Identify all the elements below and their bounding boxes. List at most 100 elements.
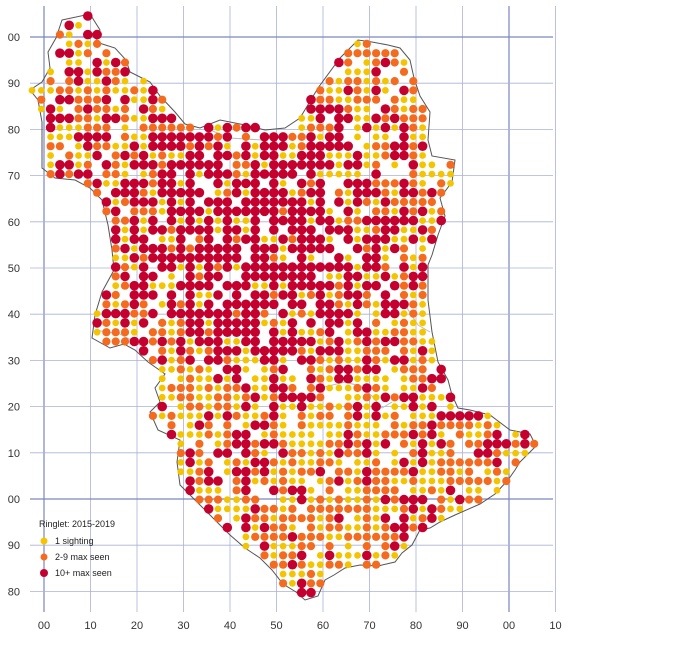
- record-dot: [148, 337, 157, 346]
- record-dot: [140, 142, 148, 150]
- record-dot: [408, 392, 419, 403]
- record-dot: [427, 401, 437, 412]
- record-dot: [296, 336, 307, 347]
- record-dot: [307, 217, 315, 225]
- record-dot: [261, 235, 268, 243]
- record-dot: [316, 393, 325, 402]
- record-dot: [344, 347, 352, 355]
- x-axis-tick-label: 00: [503, 620, 515, 632]
- record-dot: [492, 467, 502, 476]
- record-dot: [344, 189, 352, 197]
- record-dot: [223, 393, 232, 402]
- record-dot: [315, 104, 326, 114]
- record-dot: [297, 132, 306, 141]
- record-dot: [260, 532, 269, 541]
- record-dot: [241, 160, 250, 169]
- record-dot: [204, 495, 213, 504]
- record-dot: [269, 485, 279, 496]
- record-dot: [102, 49, 111, 58]
- record-dot: [185, 169, 195, 179]
- record-dot: [307, 328, 315, 336]
- record-dot: [354, 170, 361, 178]
- record-dot: [316, 366, 324, 373]
- record-dot: [195, 467, 204, 476]
- record-dot: [185, 187, 195, 198]
- record-dot: [176, 206, 186, 217]
- record-dot: [391, 207, 399, 215]
- record-dot: [279, 570, 287, 578]
- record-dot: [307, 459, 315, 466]
- record-dot: [110, 262, 121, 272]
- record-dot: [296, 160, 307, 170]
- record-dot: [315, 187, 326, 198]
- record-dot: [372, 505, 380, 513]
- record-dot: [204, 430, 213, 439]
- record-dot: [306, 467, 316, 476]
- record-dot: [324, 243, 335, 254]
- record-dot: [194, 187, 205, 198]
- record-dot: [241, 429, 251, 440]
- record-dot: [278, 160, 288, 170]
- record-dot: [83, 160, 92, 169]
- record-dot: [363, 161, 371, 169]
- record-dot: [362, 542, 371, 551]
- record-dot: [408, 504, 419, 514]
- record-dot: [306, 179, 316, 188]
- record-dot: [381, 114, 390, 123]
- record-dot: [260, 551, 269, 560]
- record-dot: [372, 467, 381, 476]
- y-axis-tick-label: 80: [8, 124, 20, 136]
- record-dot: [242, 170, 250, 178]
- record-dot: [381, 476, 390, 486]
- record-dot: [279, 486, 288, 495]
- record-dot: [381, 346, 390, 355]
- record-dot: [223, 188, 232, 197]
- record-dot: [261, 375, 268, 383]
- record-dot: [93, 95, 102, 104]
- record-dot: [251, 495, 260, 504]
- record-dot: [343, 429, 354, 440]
- record-dot: [222, 522, 233, 533]
- record-dot: [203, 243, 214, 254]
- record-dot: [502, 449, 510, 457]
- x-axis-tick-label: 60: [317, 620, 329, 632]
- record-dot: [289, 477, 296, 485]
- record-dot: [129, 215, 140, 226]
- record-dot: [391, 189, 399, 197]
- record-dot: [409, 514, 417, 522]
- record-dot: [112, 198, 120, 206]
- record-dot: [101, 132, 112, 142]
- record-dot: [223, 468, 231, 476]
- record-dot: [250, 197, 260, 207]
- y-axis-tick-label: 60: [8, 217, 20, 229]
- record-dot: [307, 431, 315, 438]
- record-dot: [334, 104, 344, 114]
- record-dot: [195, 495, 204, 504]
- record-dot: [157, 336, 167, 347]
- record-dot: [138, 290, 149, 300]
- record-dot: [222, 364, 233, 375]
- record-dot: [176, 160, 186, 170]
- record-dot: [223, 180, 231, 187]
- record-dot: [436, 411, 447, 421]
- record-dot: [391, 505, 399, 513]
- record-dot: [269, 280, 279, 291]
- record-dot: [409, 254, 417, 262]
- record-dot: [242, 189, 250, 197]
- record-dot: [372, 337, 381, 346]
- record-dot: [456, 468, 464, 476]
- record-dot: [140, 114, 148, 122]
- record-dot: [307, 440, 315, 448]
- record-dot: [382, 77, 389, 85]
- record-dot: [391, 161, 399, 169]
- record-dot: [177, 412, 185, 420]
- record-dot: [120, 318, 130, 328]
- record-dot: [289, 403, 296, 410]
- record-dot: [417, 494, 428, 505]
- record-dot: [399, 114, 409, 123]
- record-dot: [474, 439, 483, 448]
- record-dot: [120, 300, 130, 309]
- record-dot: [232, 235, 241, 244]
- record-dot: [399, 318, 409, 327]
